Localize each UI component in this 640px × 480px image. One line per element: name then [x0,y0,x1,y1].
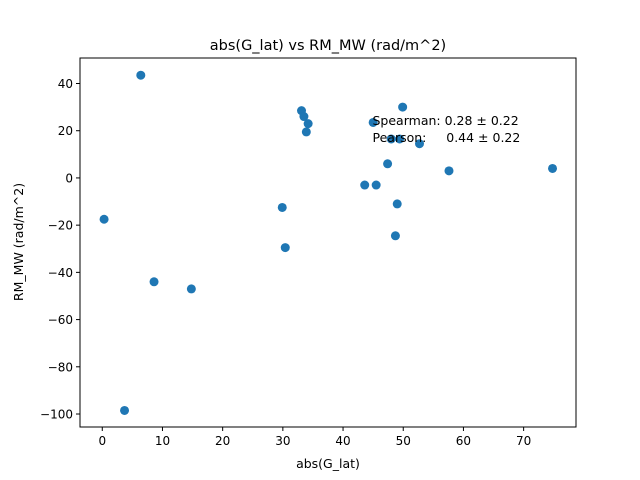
data-point [386,134,396,144]
pearson-annotation: Pearson: 0.44 ± 0.22 [373,130,521,145]
x-axis-label: abs(G_lat) [296,456,360,471]
data-point [149,277,159,287]
data-point [186,284,196,294]
y-axis-ticks: −100 −80 −60 −40 −20 0 20 40 [40,77,80,422]
y-tick-label: 40 [58,77,73,91]
y-tick-label: −60 [48,313,73,327]
data-point [395,134,405,144]
data-point [136,70,146,80]
y-tick-label: 20 [58,124,73,138]
x-tick-label: 50 [396,434,411,448]
spearman-annotation: Spearman: 0.28 ± 0.22 [373,113,519,128]
data-point [368,117,378,127]
data-point [301,127,311,137]
data-point [120,405,130,415]
data-point [383,159,393,169]
data-point [392,199,402,209]
x-axis-ticks: 0 10 20 30 40 50 60 70 [98,427,531,448]
data-point [415,139,424,149]
x-tick-label: 30 [275,434,290,448]
data-point [299,112,309,122]
x-tick-label: 0 [98,434,106,448]
chart-title: abs(G_lat) vs RM_MW (rad/m^2) [210,38,446,54]
x-tick-label: 20 [215,434,230,448]
data-point [548,163,558,173]
data-point [371,180,381,190]
x-tick-label: 70 [516,434,531,448]
y-tick-label: 0 [65,171,73,185]
data-point [444,166,454,176]
y-tick-label: −20 [48,219,73,233]
y-tick-label: −80 [48,360,73,374]
x-tick-label: 40 [335,434,350,448]
data-point [303,119,313,129]
data-point [360,180,370,190]
data-point [277,202,287,212]
data-point [99,214,109,224]
data-point [280,243,290,253]
plot-frame [79,57,577,428]
y-tick-label: −100 [40,408,73,422]
data-point [398,102,408,112]
x-tick-label: 10 [155,434,170,448]
y-tick-label: −40 [48,266,73,280]
data-points [99,70,558,415]
data-point [390,231,400,241]
y-axis-label: RM_MW (rad/m^2) [11,183,26,301]
x-tick-label: 60 [456,434,471,448]
